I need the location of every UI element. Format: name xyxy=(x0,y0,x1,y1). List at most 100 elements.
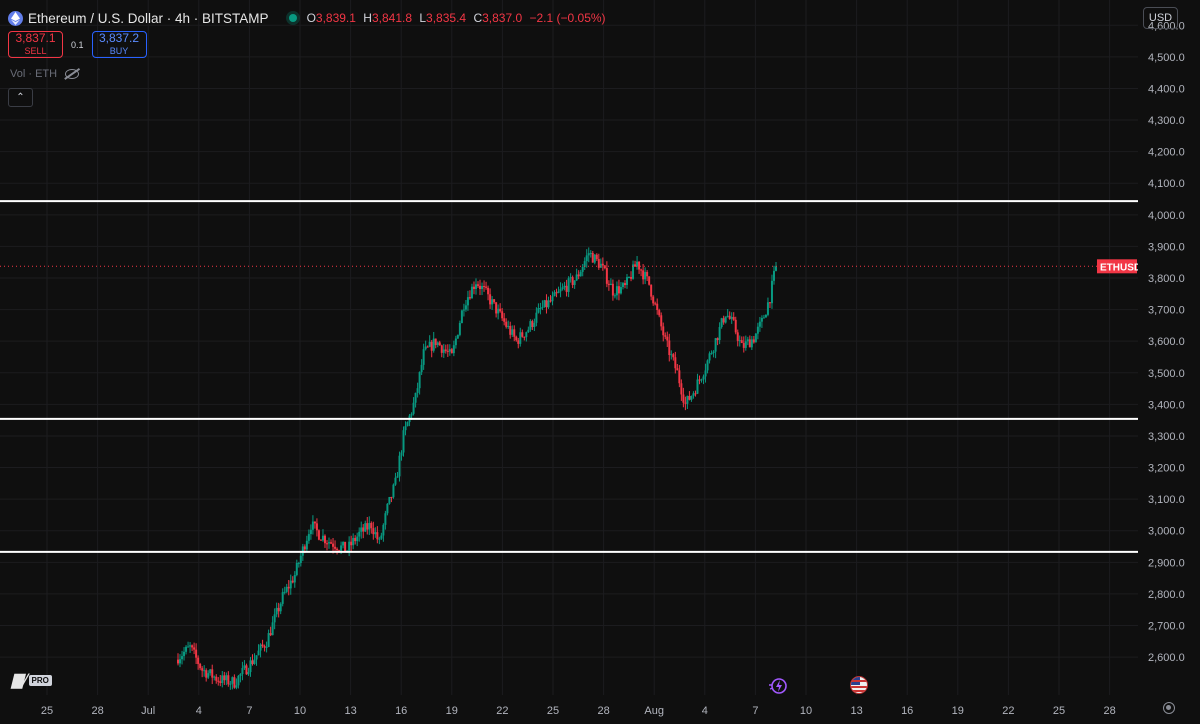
candle-body xyxy=(406,422,409,427)
candle-body xyxy=(287,586,290,589)
candle-body xyxy=(702,376,705,380)
sell-button[interactable]: 3,837.1 SELL xyxy=(8,31,63,58)
candle-body xyxy=(199,663,202,669)
candle-body xyxy=(650,284,653,297)
x-tick-label: 22 xyxy=(1002,705,1014,717)
spread-value: 0.1 xyxy=(71,39,84,50)
candle-body xyxy=(448,349,451,352)
x-tick-label: 22 xyxy=(496,705,508,717)
candle-body xyxy=(382,524,385,536)
candle-body xyxy=(704,370,707,377)
candle-body xyxy=(561,287,564,290)
x-tick-label: 28 xyxy=(91,705,103,717)
candle-body xyxy=(412,402,415,414)
candle-body xyxy=(772,270,775,281)
candle-body xyxy=(724,316,727,323)
candle-body xyxy=(376,532,379,540)
x-tick-label: Jul xyxy=(141,705,155,717)
flash-event-icon[interactable] xyxy=(768,677,788,695)
y-tick-label: 3,500.0 xyxy=(1148,368,1185,380)
tradingview-logo-icon[interactable]: ▇⧸ PRO xyxy=(12,672,52,689)
y-tick-label: 4,500.0 xyxy=(1148,52,1185,64)
candle-body xyxy=(503,318,506,322)
volume-label: Vol · ETH xyxy=(10,68,58,80)
candle-body xyxy=(360,527,363,532)
candle-body xyxy=(227,675,230,685)
us-flag-icon[interactable] xyxy=(850,676,868,694)
symbol-title[interactable]: Ethereum / U.S. Dollar · 4h · BITSTAMP xyxy=(28,10,269,26)
y-tick-label: 3,600.0 xyxy=(1148,336,1185,348)
candle-body xyxy=(307,534,310,541)
candle-body xyxy=(746,339,749,342)
candle-body xyxy=(517,340,520,344)
candle-body xyxy=(483,286,486,288)
candle-body xyxy=(263,645,266,648)
candle-body xyxy=(499,308,502,312)
candle-body xyxy=(223,675,226,681)
candle-body xyxy=(579,271,582,277)
candle-body xyxy=(321,535,324,541)
candle-body xyxy=(261,644,264,646)
candle-body xyxy=(680,383,683,395)
candle-body xyxy=(732,316,735,320)
candle-body xyxy=(279,603,282,612)
candle-body xyxy=(495,302,498,314)
candle-body xyxy=(452,345,455,354)
candle-body xyxy=(537,308,540,313)
candle-body xyxy=(231,677,234,684)
candle-body xyxy=(275,607,278,615)
candle-body xyxy=(444,349,447,351)
candle-body xyxy=(497,308,500,314)
candle-body xyxy=(374,532,377,535)
candle-body xyxy=(410,413,413,416)
price-axis-background xyxy=(1138,0,1200,724)
candle-body xyxy=(623,283,626,285)
candle-body xyxy=(289,580,292,589)
candle-body xyxy=(662,326,665,336)
candle-body xyxy=(344,541,347,552)
candle-body xyxy=(485,286,488,288)
candles xyxy=(177,247,777,690)
candle-body xyxy=(670,354,673,356)
candle-body xyxy=(468,297,471,299)
candle-body xyxy=(265,646,268,648)
candle-body xyxy=(183,651,186,657)
candle-body xyxy=(305,540,308,550)
candle-body xyxy=(328,542,331,544)
buy-label: BUY xyxy=(109,45,129,56)
candle-body xyxy=(539,308,542,310)
symbol-tag xyxy=(1097,259,1137,274)
sell-label: SELL xyxy=(24,45,47,56)
candle-body xyxy=(611,283,614,296)
collapse-chevron-icon[interactable]: ⌃ xyxy=(8,88,33,107)
candle-body xyxy=(634,264,637,267)
candle-body xyxy=(489,294,492,305)
pro-badge: PRO xyxy=(28,675,52,686)
candle-body xyxy=(454,338,457,346)
candle-body xyxy=(599,263,602,268)
candle-body xyxy=(477,284,480,286)
candle-body xyxy=(686,395,689,404)
candle-body xyxy=(626,277,629,285)
ethereum-icon xyxy=(8,10,23,26)
candle-body xyxy=(742,343,745,348)
candle-body xyxy=(617,286,620,294)
gear-icon[interactable] xyxy=(1163,702,1175,714)
candle-body xyxy=(628,277,631,279)
x-tick-label: 4 xyxy=(702,705,708,717)
y-tick-label: 3,100.0 xyxy=(1148,494,1185,506)
currency-selector[interactable]: USD xyxy=(1143,7,1178,29)
buy-button[interactable]: 3,837.2 BUY xyxy=(91,31,147,58)
candle-body xyxy=(291,580,294,583)
candle-body xyxy=(505,321,508,327)
candle-body xyxy=(221,675,224,683)
volume-indicator[interactable]: Vol · ETH xyxy=(10,68,80,80)
candle-body xyxy=(205,670,208,678)
candle-body xyxy=(309,529,312,535)
eye-off-icon[interactable] xyxy=(65,69,80,79)
candle-body xyxy=(464,305,467,310)
candle-body xyxy=(585,255,588,262)
x-tick-label: 13 xyxy=(850,705,862,717)
candle-body xyxy=(638,261,641,270)
